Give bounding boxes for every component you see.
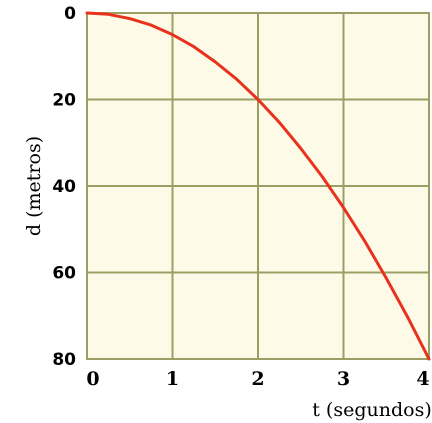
x-tick-label-3: 3 bbox=[337, 368, 350, 390]
x-axis-title: t (segundos) bbox=[312, 399, 431, 421]
y-tick-label-0: 0 bbox=[64, 4, 76, 24]
x-tick-labels: 0 1 2 3 4 bbox=[86, 368, 429, 390]
y-tick-label-4: 80 bbox=[52, 350, 76, 370]
x-tick-label-4: 4 bbox=[416, 368, 429, 390]
y-tick-labels: 0 20 40 60 80 bbox=[52, 4, 76, 370]
y-axis-title: d (metros) bbox=[23, 136, 45, 236]
series-line bbox=[85, 11, 431, 361]
grid bbox=[86, 12, 430, 360]
y-tick-label-1: 20 bbox=[52, 91, 76, 111]
x-tick-label-2: 2 bbox=[251, 368, 264, 390]
x-tick-label-0: 0 bbox=[86, 368, 99, 390]
y-tick-label-2: 40 bbox=[52, 177, 76, 197]
x-tick-label-1: 1 bbox=[166, 368, 179, 390]
y-tick-label-3: 60 bbox=[52, 264, 76, 284]
